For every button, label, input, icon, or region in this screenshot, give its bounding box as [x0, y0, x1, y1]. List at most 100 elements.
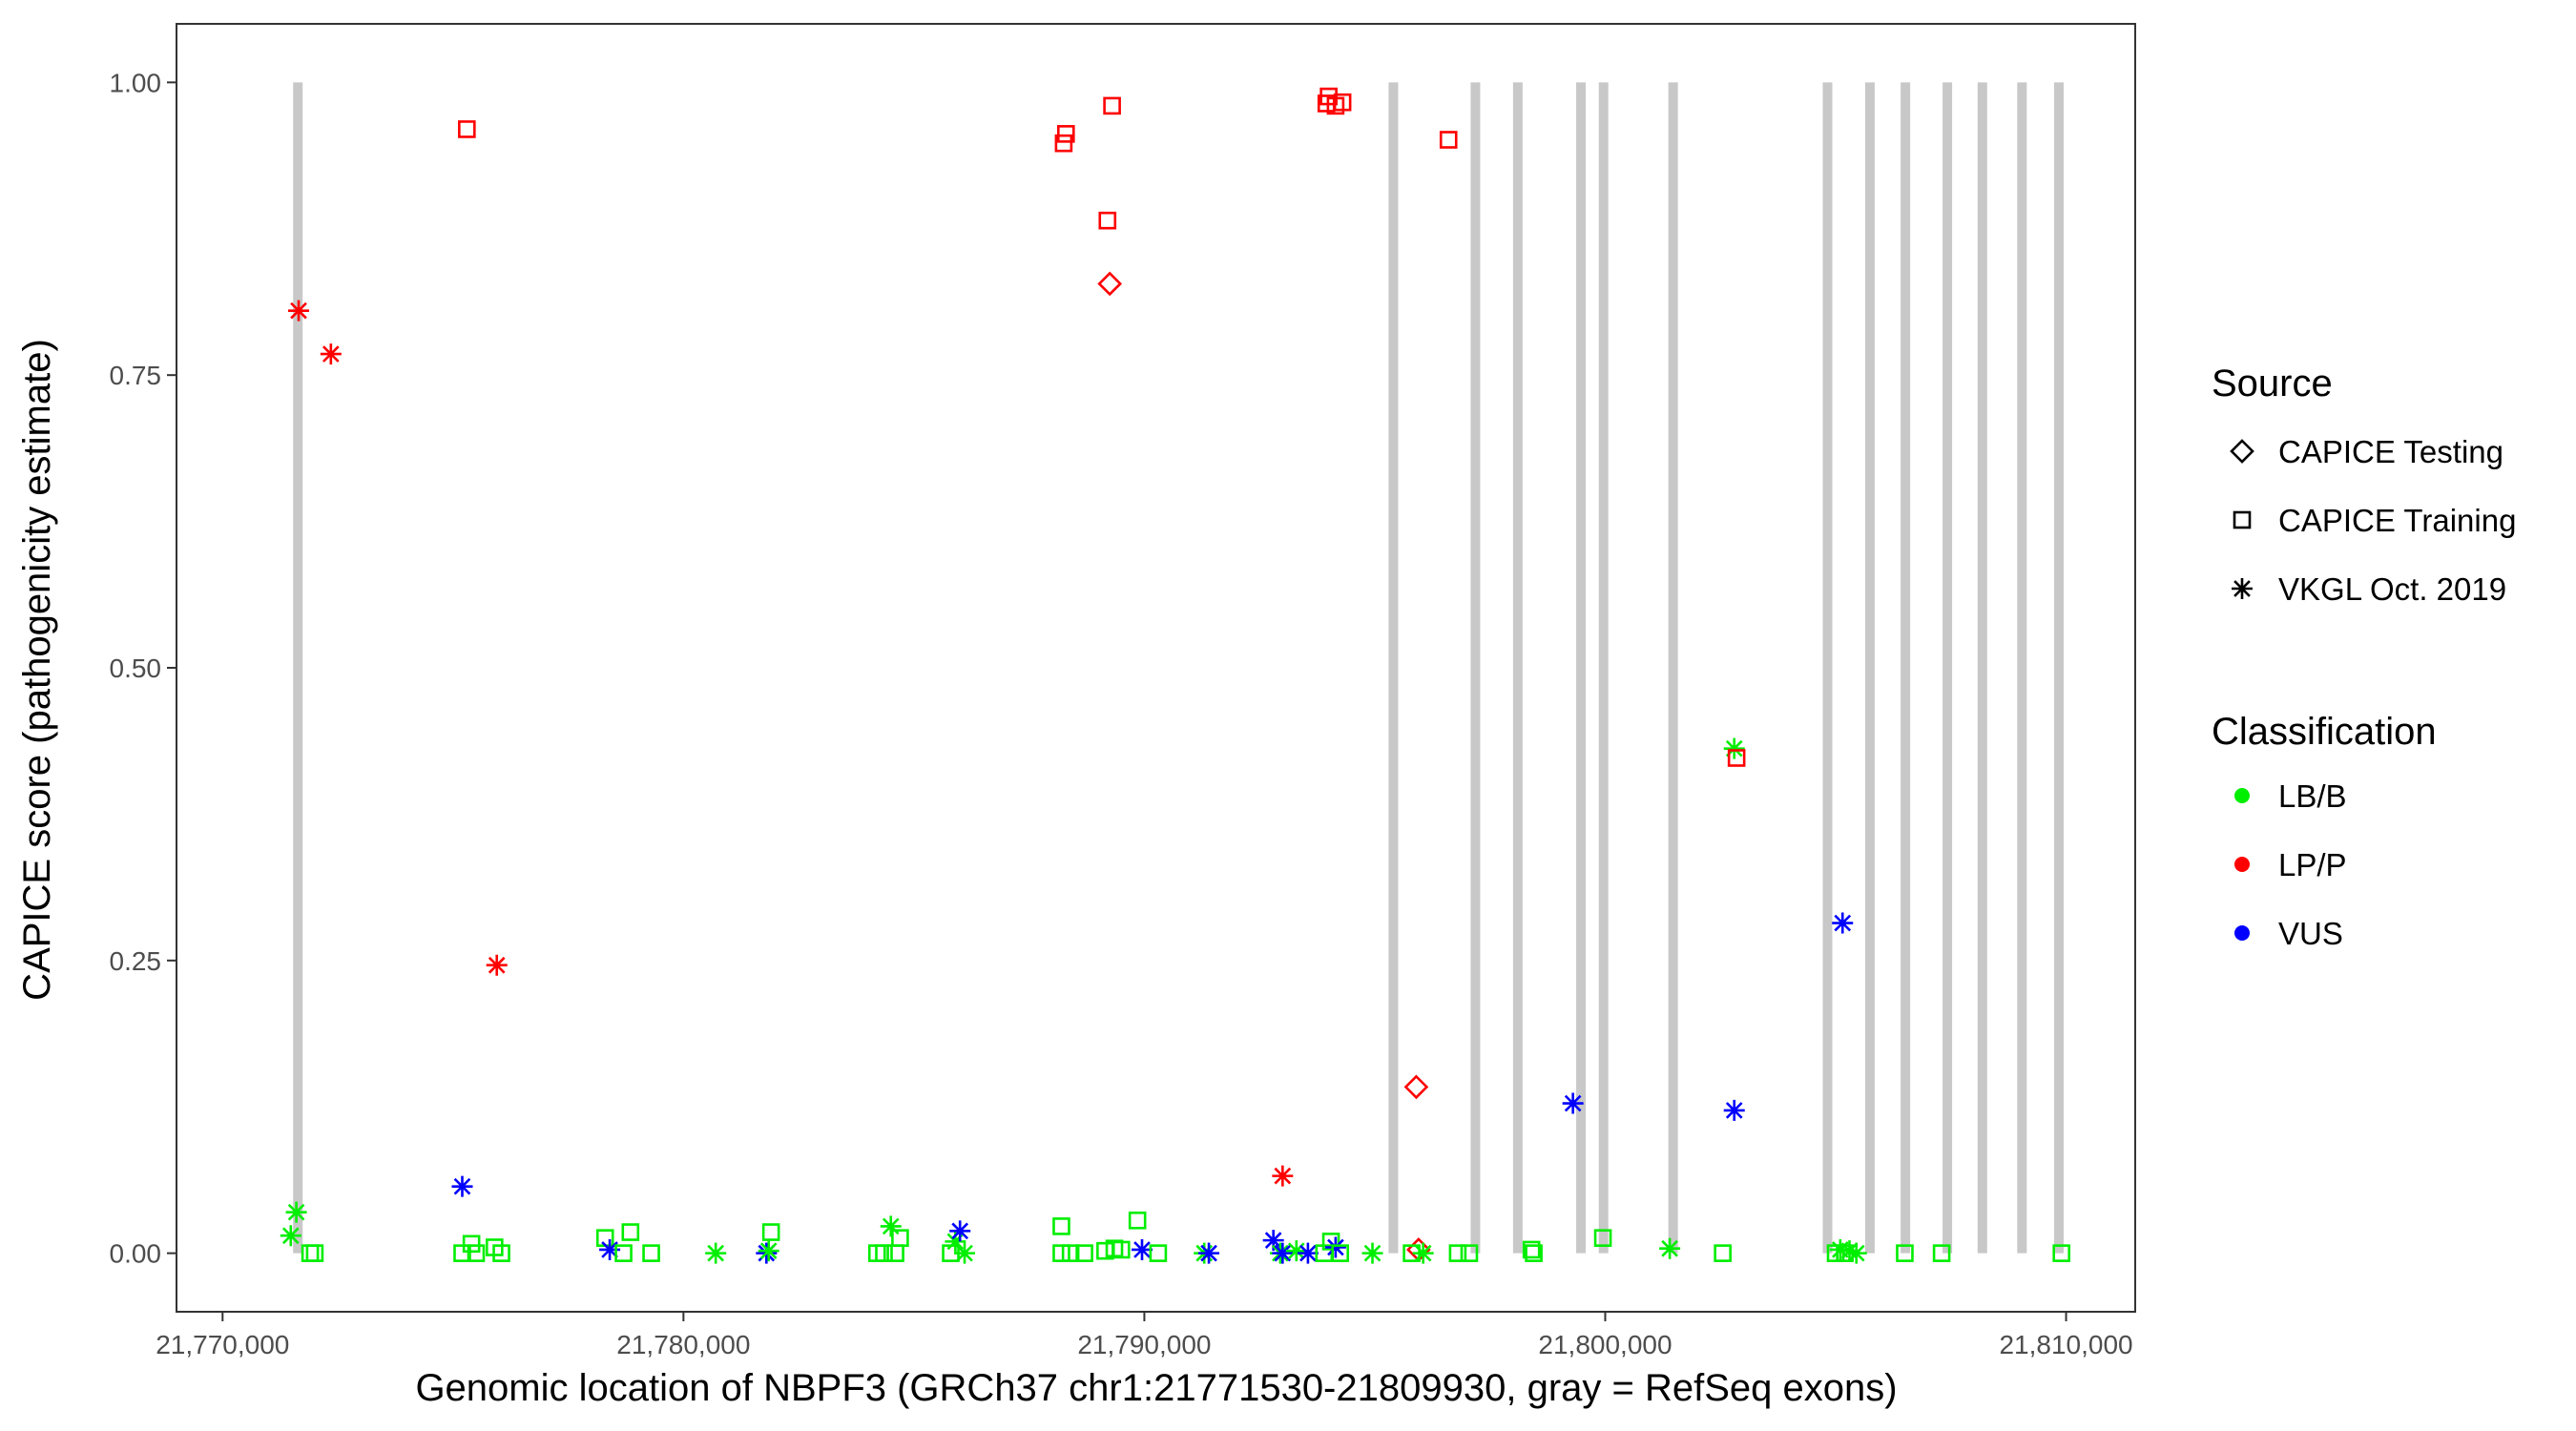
data-point-74: [1562, 1092, 1584, 1114]
data-point-60: [1333, 93, 1352, 112]
legend: Source Classification CAPICE Testing CAPI…: [2212, 363, 2516, 951]
x-tick-label-4: 21,800,000: [1538, 1330, 1672, 1359]
data-point-41: [1097, 271, 1123, 297]
data-point-80: [1723, 1099, 1745, 1121]
legend-class-label-1: LB/B: [2278, 778, 2347, 814]
x-tick-label-3: 21,790,000: [1077, 1330, 1211, 1359]
legend-source-key-1: [2230, 439, 2254, 464]
data-point-33: [1052, 1217, 1070, 1235]
data-point-45: [1128, 1211, 1147, 1230]
data-point-62: [1324, 1236, 1346, 1258]
legend-source-label-1: CAPICE Testing: [2278, 434, 2503, 469]
legend-classification-title: Classification: [2212, 711, 2437, 753]
data-point-77: [1714, 1244, 1732, 1262]
legend-source-label-2: CAPICE Training: [2278, 503, 2516, 538]
x-tick-label-2: 21,780,000: [616, 1330, 750, 1359]
data-point-9: [453, 1244, 471, 1262]
data-point-75: [1593, 1229, 1612, 1247]
legend-class-label-3: VUS: [2278, 916, 2343, 951]
data-point-65: [1403, 1074, 1429, 1100]
data-point-1: [280, 1225, 301, 1247]
data-point-19: [642, 1244, 660, 1262]
data-point-16: [599, 1238, 621, 1260]
exon-bar-5: [1576, 82, 1587, 1254]
y-tick-label-4: 0.75: [110, 361, 162, 390]
data-point-87: [1896, 1244, 1914, 1262]
data-point-53: [1272, 1165, 1294, 1187]
data-point-18: [621, 1223, 640, 1241]
legend-class-label-2: LP/P: [2278, 847, 2347, 882]
data-point-8: [451, 1175, 473, 1197]
data-point-70: [1448, 1244, 1467, 1262]
data-point-88: [1932, 1244, 1951, 1262]
legend-source-key-3: [2232, 578, 2253, 599]
x-axis-title: Genomic location of NBPF3 (GRCh37 chr1:2…: [415, 1367, 1897, 1409]
data-point-61: [1321, 1233, 1340, 1251]
data-point-27: [886, 1244, 904, 1262]
data-point-78: [1723, 737, 1745, 759]
exon-bar-13: [2017, 82, 2027, 1254]
data-point-54: [1285, 1240, 1307, 1262]
data-point-85: [1839, 1240, 1860, 1262]
exon-bar-1: [293, 82, 303, 1254]
data-point-52: [1272, 1242, 1294, 1264]
data-point-55: [1297, 1242, 1319, 1264]
legend-class-key-2: [2234, 857, 2250, 872]
data-point-46: [1132, 1238, 1153, 1260]
data-point-32: [954, 1242, 976, 1264]
legend-source-label-3: VKGL Oct. 2019: [2278, 571, 2506, 607]
data-point-40: [1098, 211, 1117, 230]
x-tick-label-1: 21,770,000: [156, 1330, 289, 1359]
exon-bar-9: [1864, 82, 1875, 1254]
data-point-28: [891, 1229, 909, 1247]
data-point-3: [301, 1244, 320, 1262]
data-point-2: [285, 1201, 307, 1223]
exon-bar-14: [2053, 82, 2064, 1254]
exon-bar-12: [1977, 82, 1987, 1254]
data-point-34: [1052, 1244, 1070, 1262]
data-point-50: [1262, 1230, 1284, 1252]
data-point-31: [949, 1220, 971, 1242]
data-point-25: [875, 1244, 893, 1262]
data-point-38: [1057, 125, 1075, 143]
data-point-39: [1103, 96, 1121, 115]
legend-class-key-3: [2234, 925, 2250, 941]
data-point-73: [1525, 1244, 1543, 1262]
data-point-63: [1331, 1244, 1350, 1262]
exon-bar-11: [1942, 82, 1953, 1254]
data-point-26: [880, 1215, 902, 1237]
y-tick-label-5: 1.00: [110, 68, 162, 97]
exon-bar-4: [1512, 82, 1523, 1254]
legend-class-key-1: [2234, 788, 2250, 803]
panel-border: [176, 23, 2136, 1313]
exon-bar-8: [1822, 82, 1833, 1254]
legend-source-title: Source: [2212, 363, 2333, 404]
data-point-81: [1832, 912, 1854, 934]
exon-bar-6: [1598, 82, 1609, 1254]
data-point-72: [1522, 1240, 1541, 1259]
data-point-11: [467, 1244, 486, 1262]
y-tick-label-1: 0.00: [110, 1239, 162, 1269]
data-point-13: [492, 1244, 510, 1262]
data-point-14: [486, 954, 508, 976]
data-point-86: [1845, 1242, 1867, 1264]
data-point-69: [1439, 131, 1458, 149]
exon-bar-10: [1901, 82, 1911, 1254]
y-axis-title: CAPICE score (pathogenicity estimate): [16, 339, 58, 1001]
data-point-79: [1727, 749, 1746, 767]
data-point-64: [1361, 1242, 1383, 1264]
data-point-89: [2052, 1244, 2071, 1262]
data-point-10: [462, 1234, 481, 1254]
exon-bar-2: [1388, 82, 1399, 1254]
data-point-35: [1061, 1244, 1080, 1262]
data-point-49: [1198, 1242, 1220, 1264]
legend-source-key-2: [2233, 510, 2252, 529]
data-point-47: [1149, 1244, 1168, 1262]
data-point-36: [1075, 1244, 1093, 1262]
axes: Genomic location of NBPF3 (GRCh37 chr1:2…: [16, 23, 2136, 1409]
x-tick-label-5: 21,810,000: [1999, 1330, 2132, 1359]
plot-area: [280, 82, 2071, 1264]
data-point-5: [288, 300, 310, 321]
data-point-71: [1460, 1244, 1479, 1262]
data-point-68: [1412, 1242, 1434, 1264]
